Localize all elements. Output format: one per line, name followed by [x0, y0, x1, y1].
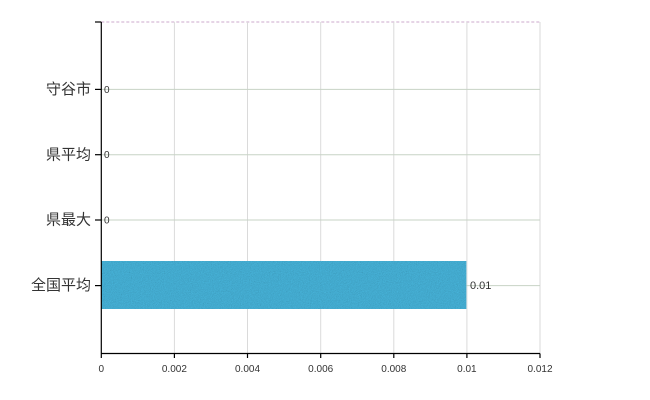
- svg-text:0.01: 0.01: [457, 364, 477, 375]
- svg-text:県平均: 県平均: [46, 147, 91, 164]
- svg-text:0.006: 0.006: [308, 364, 333, 375]
- svg-text:0.012: 0.012: [527, 364, 552, 375]
- svg-text:0: 0: [104, 216, 110, 227]
- svg-text:0: 0: [99, 364, 105, 375]
- svg-text:0.008: 0.008: [381, 364, 406, 375]
- svg-text:0.004: 0.004: [235, 364, 260, 375]
- svg-text:0.01: 0.01: [470, 280, 491, 292]
- svg-text:0.002: 0.002: [162, 364, 187, 375]
- svg-text:守谷市: 守谷市: [46, 81, 91, 98]
- svg-text:県最大: 県最大: [46, 212, 91, 229]
- svg-text:0: 0: [104, 85, 110, 96]
- svg-text:0: 0: [104, 150, 110, 161]
- svg-text:全国平均: 全国平均: [31, 276, 91, 294]
